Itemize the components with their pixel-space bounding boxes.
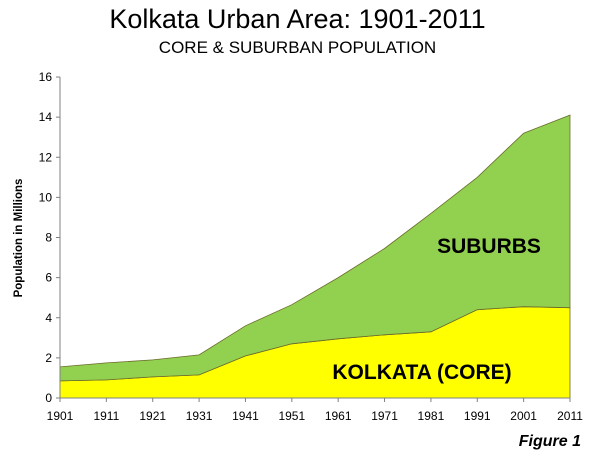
y-tick-label: 4: [45, 311, 52, 325]
x-tick-label: 1941: [232, 409, 259, 423]
y-tick-label: 12: [39, 150, 53, 164]
y-tick-label: 10: [39, 190, 53, 204]
y-tick-label: 0: [45, 391, 52, 405]
chart-subtitle: CORE & SUBURBAN POPULATION: [158, 38, 437, 57]
annotation-core: KOLKATA (CORE): [332, 361, 511, 384]
y-tick-label: 16: [39, 70, 53, 84]
y-tick-label: 6: [45, 271, 52, 285]
x-tick-label: 1911: [93, 409, 119, 423]
y-axis-label: Population in Millions: [13, 179, 25, 298]
x-tick-label: 1971: [371, 409, 398, 423]
area-series-suburbs: [59, 114, 571, 382]
annotation-suburbs: SUBURBS: [437, 235, 541, 258]
x-tick-label: 1931: [186, 409, 213, 423]
x-tick-label: 1951: [278, 409, 305, 423]
x-tick-label: 2001: [510, 409, 537, 423]
x-tick-label: 1961: [325, 409, 352, 423]
y-tick-label: 2: [45, 351, 52, 365]
annotation-layer: SUBURBS KOLKATA (CORE): [332, 235, 541, 384]
x-tick-label: 1991: [464, 409, 491, 423]
x-tick-label: 2011: [557, 409, 583, 423]
y-tick-label: 8: [45, 231, 52, 245]
chart-title: Kolkata Urban Area: 1901-2011: [109, 4, 486, 34]
x-tick-label: 1921: [139, 409, 166, 423]
axes-layer: 0 2 4 6 8 10 12 14 16 1901 1911 1921 1931 1941 1951 196…: [39, 70, 584, 423]
figure-label: Figure 1: [518, 433, 581, 450]
x-tick-label: 1901: [47, 409, 74, 423]
y-tick-label: 14: [39, 110, 53, 124]
x-tick-label: 1981: [418, 409, 445, 423]
